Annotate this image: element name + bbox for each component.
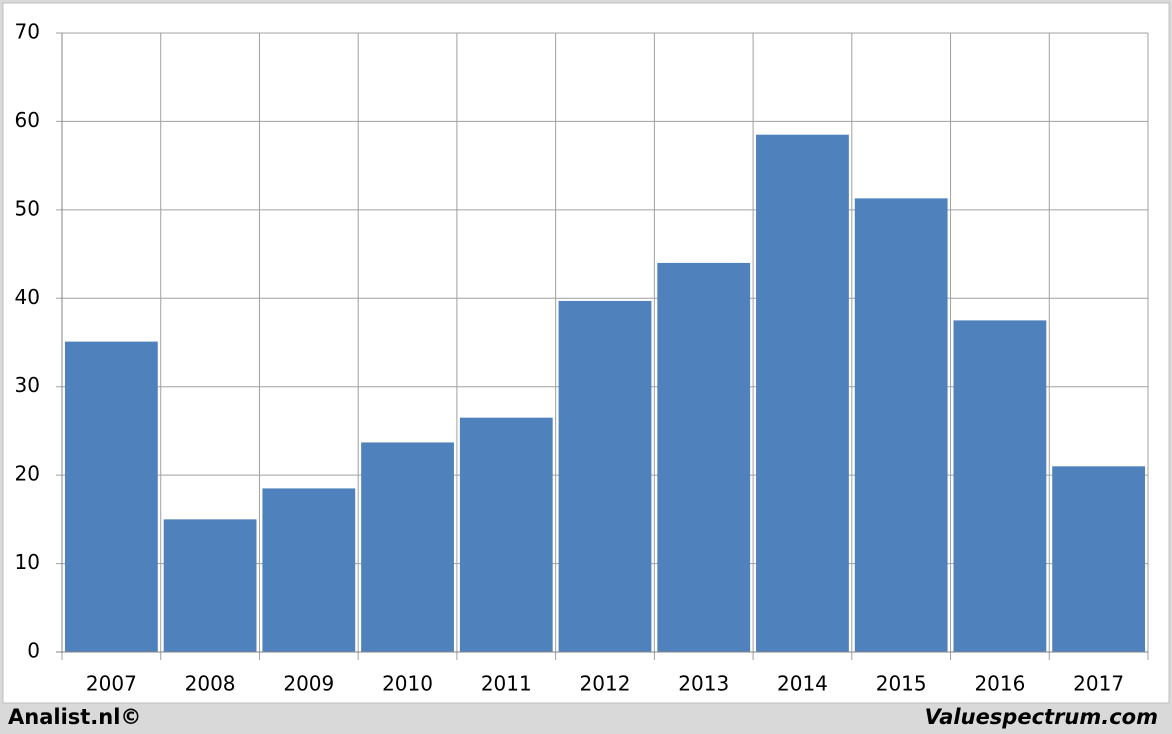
bar [163, 519, 257, 652]
bar [262, 488, 356, 652]
x-tick-label: 2014 [777, 672, 828, 696]
y-tick-label: 10 [15, 550, 40, 574]
bar [657, 262, 751, 652]
y-tick-label: 60 [15, 108, 40, 132]
y-tick-label: 30 [15, 373, 40, 397]
y-tick-label: 40 [15, 285, 40, 309]
bar [953, 320, 1047, 652]
bar [361, 442, 454, 652]
bar [1052, 466, 1146, 652]
bar [558, 300, 652, 652]
x-tick-label: 2012 [580, 672, 631, 696]
bar [756, 134, 849, 652]
x-tick-label: 2013 [678, 672, 729, 696]
bar [854, 198, 948, 652]
y-tick-label: 20 [15, 462, 40, 486]
y-tick-label: 50 [15, 196, 40, 220]
x-tick-label: 2007 [86, 672, 137, 696]
x-tick-label: 2015 [876, 672, 927, 696]
footer-left: Analist.nl© [8, 705, 141, 729]
footer-right: Valuespectrum.com [925, 705, 1158, 729]
x-tick-label: 2011 [481, 672, 532, 696]
y-tick-label: 0 [27, 639, 40, 663]
x-tick-label: 2010 [382, 672, 433, 696]
x-tick-label: 2008 [185, 672, 236, 696]
bar [64, 341, 158, 652]
x-tick-label: 2016 [974, 672, 1025, 696]
bar [459, 417, 553, 652]
y-tick-label: 70 [15, 20, 40, 44]
x-tick-label: 2017 [1073, 672, 1124, 696]
x-tick-label: 2009 [283, 672, 334, 696]
